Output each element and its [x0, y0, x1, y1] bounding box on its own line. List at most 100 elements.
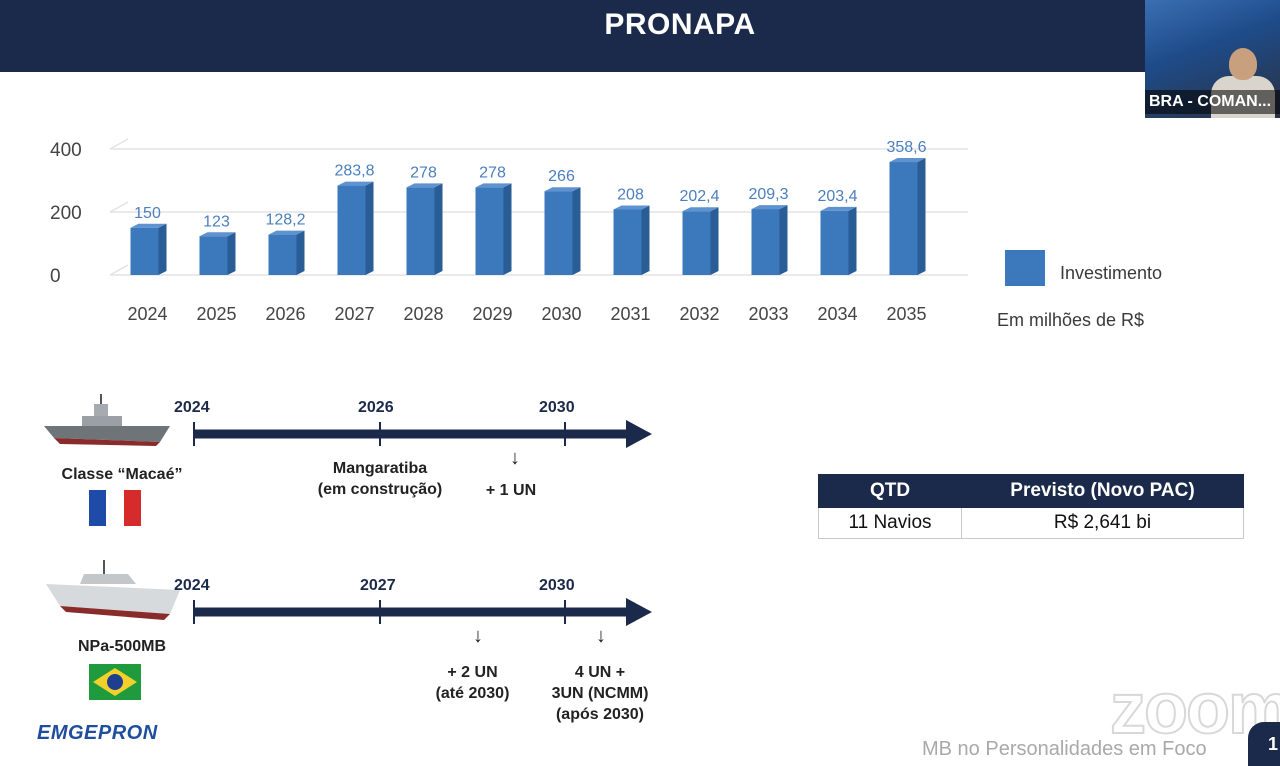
timeline2-note-a-line2: (até 2030): [435, 685, 510, 702]
x-tick-label: 2026: [265, 304, 305, 324]
bar-side: [779, 205, 788, 275]
timeline2-year-2: 2027: [360, 577, 396, 594]
bar-top: [544, 187, 581, 192]
bar-side: [227, 232, 236, 275]
data-label: 266: [548, 168, 575, 185]
data-label: 278: [410, 164, 437, 181]
timeline1-year-3: 2030: [539, 399, 575, 416]
timeline2-note-a-line1: + 2 UN: [447, 664, 498, 681]
investment-bar-chart: 0 200 400 150 2024 123 2025 128,2 2026 283,8 2027 2…: [50, 138, 968, 324]
forecast-table: QTD Previsto (Novo PAC) 11 Navios R$ 2,6…: [818, 474, 1244, 539]
bar-side: [848, 206, 857, 275]
timeline2-note-b-line3: (após 2030): [555, 706, 645, 723]
data-label: 202,4: [679, 188, 719, 205]
bar-front: [475, 187, 504, 275]
bar-top: [889, 158, 926, 163]
data-label: 283,8: [334, 163, 374, 180]
participant-head: [1229, 48, 1257, 80]
data-label: 278: [479, 164, 506, 181]
data-label: 208: [617, 186, 644, 203]
footer-caption: MB no Personalidades em Foco: [922, 738, 1207, 760]
data-label: 123: [203, 213, 230, 230]
x-tick-label: 2030: [541, 304, 581, 324]
bar-2024: [130, 223, 167, 275]
bar-front: [268, 234, 297, 275]
bar-front: [751, 209, 780, 275]
bar-side: [572, 187, 581, 275]
bar-front: [889, 162, 918, 275]
timeline2-arrow: [193, 598, 652, 626]
bar-side: [365, 181, 374, 275]
bar-front: [613, 209, 642, 275]
bar-top: [268, 230, 305, 235]
x-tick-label: 2035: [886, 304, 926, 324]
timeline1-year-1: 2024: [174, 399, 210, 416]
y-tick-label: 0: [50, 266, 61, 287]
bar-2029: [475, 183, 512, 275]
table-row: 11 Navios R$ 2,641 bi: [818, 507, 1244, 539]
y-tick-label: 400: [50, 140, 82, 161]
bar-side: [158, 223, 167, 275]
bar-side: [503, 183, 512, 275]
timeline2-note-b: 4 UN + 3UN (NCMM) (após 2030): [530, 662, 670, 725]
bar-side: [641, 205, 650, 275]
data-label: 209,3: [748, 186, 788, 203]
timeline1-note-b: + 1 UN: [485, 482, 537, 499]
data-label: 128,2: [265, 212, 305, 229]
chart-labels: 0 200 400 150 2024 123 2025 128,2 2026 283,8 2027 2…: [50, 139, 927, 324]
data-label: 203,4: [817, 188, 857, 205]
table-cell-qtd: 11 Navios: [818, 507, 962, 539]
bar-top: [751, 205, 788, 210]
down-arrow-icon: ↓: [596, 625, 606, 647]
bar-2025: [199, 232, 236, 275]
bar-2033: [751, 205, 788, 275]
table-header-previsto: Previsto (Novo PAC): [961, 474, 1244, 508]
x-tick-label: 2027: [334, 304, 374, 324]
slide-title: PRONAPA: [604, 8, 756, 41]
brazil-flag-icon: [89, 664, 141, 700]
bar-front: [130, 227, 159, 275]
bar-2027: [337, 181, 374, 275]
bar-side: [296, 230, 305, 275]
timeline1-year-2: 2026: [358, 399, 394, 416]
bar-2032: [682, 207, 719, 275]
bar-2026: [268, 230, 305, 275]
bar-top: [199, 232, 236, 237]
bar-top: [130, 223, 167, 228]
bar-top: [682, 207, 719, 212]
table-header-qtd: QTD: [818, 474, 962, 508]
participant-video-thumbnail[interactable]: BRA - COMAN...: [1145, 0, 1280, 118]
bar-2034: [820, 206, 857, 275]
timeline1-ship-name: Classe “Macaé”: [61, 466, 183, 483]
data-label: 150: [134, 205, 161, 222]
x-tick-label: 2024: [127, 304, 167, 324]
participant-name-label: BRA - COMAN...: [1145, 90, 1280, 114]
table-header-row: QTD Previsto (Novo PAC): [818, 474, 1244, 508]
bar-2028: [406, 183, 443, 275]
down-arrow-icon: ↓: [510, 447, 520, 469]
chart-unit-note: Em milhões de R$: [997, 310, 1145, 330]
timeline2-note-b-line1: 4 UN +: [574, 664, 626, 681]
bar-top: [820, 206, 857, 211]
timeline2-year-1: 2024: [174, 577, 210, 594]
timeline1-arrow: [193, 420, 652, 448]
timeline1-note-a: Mangaratiba (em construção): [290, 458, 470, 500]
bar-top: [613, 205, 650, 210]
bar-front: [544, 191, 573, 275]
bar-top: [475, 183, 512, 188]
bar-2030: [544, 187, 581, 275]
gridline-depth: [109, 138, 129, 150]
x-tick-label: 2033: [748, 304, 788, 324]
timeline2-note-a: + 2 UN (até 2030): [410, 662, 535, 704]
bar-top: [406, 183, 443, 188]
table-cell-previsto: R$ 2,641 bi: [961, 507, 1244, 539]
gridline-depth: [109, 264, 129, 276]
ship-npa-illustration: [46, 560, 180, 620]
bar-front: [337, 185, 366, 275]
legend-label: Investimento: [1060, 263, 1163, 283]
x-tick-label: 2032: [679, 304, 719, 324]
gridline-depth: [109, 201, 129, 213]
title-bar: [0, 0, 1280, 72]
timeline2-ship-name: NPa-500MB: [77, 638, 167, 655]
emgepron-logo: EMGEPRON: [37, 722, 158, 744]
